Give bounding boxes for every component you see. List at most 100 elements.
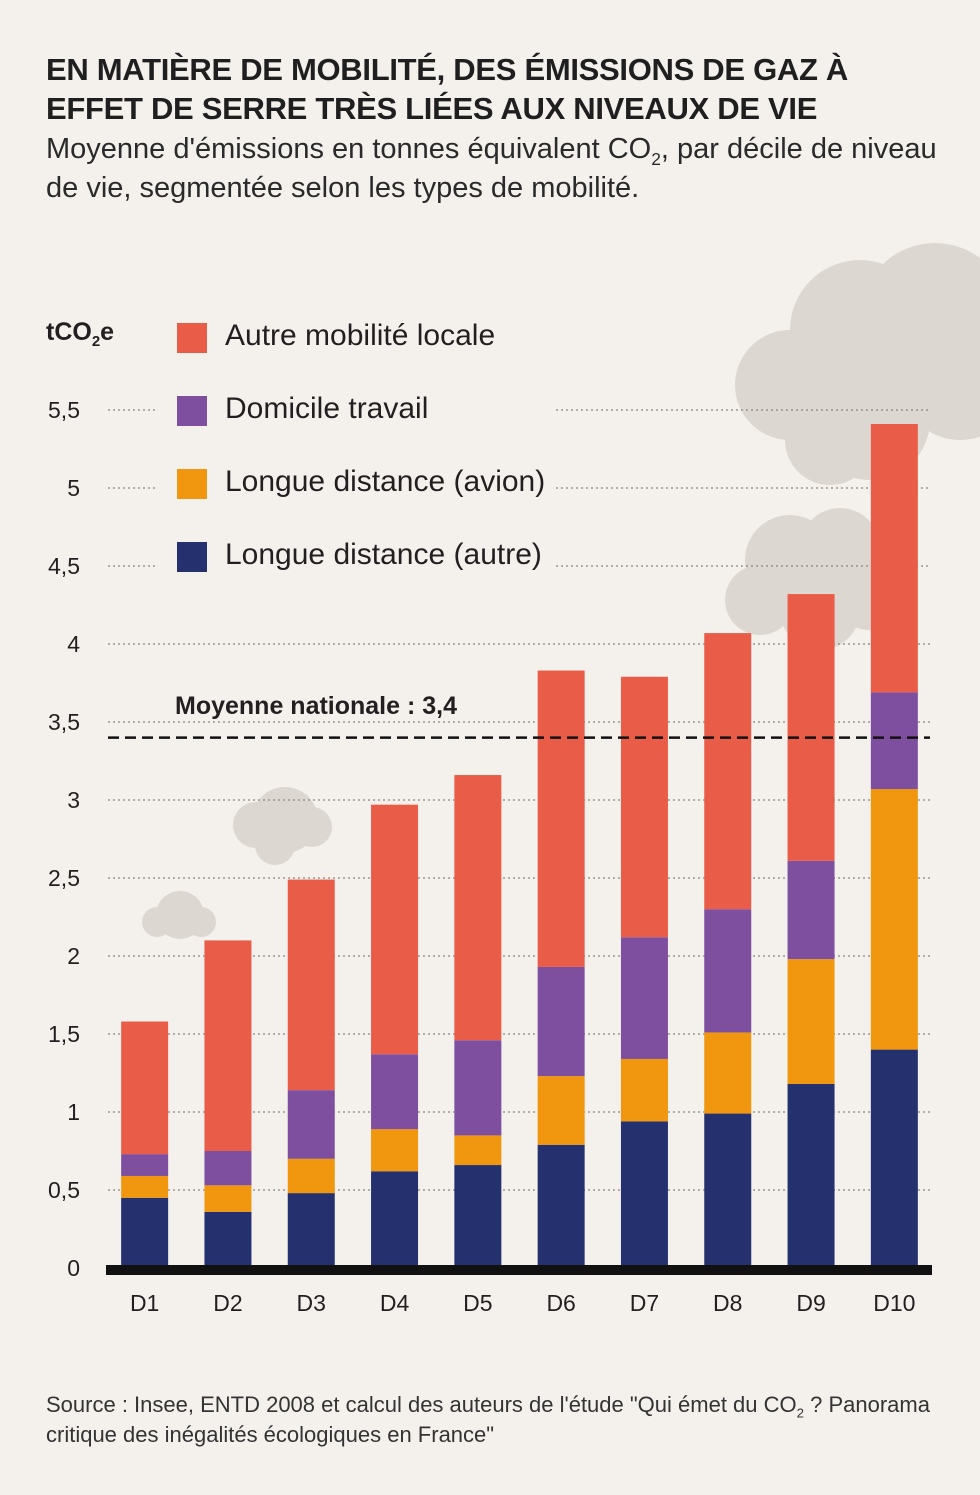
y-tick-label: 2,5 <box>48 865 80 891</box>
bar-segment <box>371 1171 419 1268</box>
bar-segment <box>121 1154 169 1176</box>
legend-label: Autre mobilité locale <box>225 319 496 352</box>
bar-segment <box>204 1151 252 1186</box>
x-tick-label: D9 <box>796 1290 825 1316</box>
chart-title: EN MATIÈRE DE MOBILITÉ, DES ÉMISSIONS DE… <box>46 52 849 126</box>
x-axis: D1 D2 D3 D4 D5 D6 D7 D8 D9 D10 <box>106 1265 932 1316</box>
cloud-puff <box>255 825 295 865</box>
bar-segment <box>204 940 252 1151</box>
unit-suffix: e <box>100 318 115 346</box>
bar-segment <box>620 1058 668 1122</box>
cloud-puff <box>186 907 216 937</box>
bar-segment <box>371 1129 419 1172</box>
mean-line-label: Moyenne nationale : 3,4 <box>175 692 458 720</box>
bar-segment <box>121 1197 169 1268</box>
cloud-puff <box>142 907 172 937</box>
legend-swatch <box>177 469 207 499</box>
legend-label: Longue distance (autre) <box>225 538 542 571</box>
bar-segment <box>204 1211 252 1268</box>
legend-swatch <box>177 323 207 353</box>
y-tick-label: 5,5 <box>48 397 80 423</box>
x-tick-label: D4 <box>380 1290 410 1316</box>
bar-segment <box>870 789 918 1050</box>
bar-segment <box>704 1032 752 1114</box>
source-subscript: 2 <box>796 1405 804 1421</box>
bar-segment <box>787 860 835 960</box>
legend-swatch <box>177 396 207 426</box>
bar-segment <box>371 1054 419 1130</box>
y-tick-label: 0 <box>67 1255 80 1281</box>
bar-segment <box>704 633 752 910</box>
bar-segment <box>287 879 335 1091</box>
bar-segment <box>537 1144 585 1268</box>
bar-segment <box>870 424 918 693</box>
bar-segment <box>704 909 752 1033</box>
y-tick-label: 2 <box>67 943 80 969</box>
bar-segment <box>371 804 419 1055</box>
subtitle-text-end: , par décile de niveau de vie, segmentée… <box>46 133 937 204</box>
bar-segment <box>620 937 668 1059</box>
bar-segment <box>620 676 668 938</box>
x-tick-label: D8 <box>713 1290 742 1316</box>
cloud-shape <box>233 787 332 865</box>
y-tick-label: 4 <box>67 631 80 657</box>
bars <box>121 424 918 1268</box>
x-tick-label: D1 <box>130 1290 159 1316</box>
bar-segment <box>704 1113 752 1268</box>
y-axis-ticks: 0 0,5 1 1,5 2 2,5 3 3,5 4 4,5 5 5,5 <box>48 397 80 1281</box>
source-text: Source : Insee, ENTD 2008 et calcul des … <box>46 1392 797 1417</box>
subtitle-text: Moyenne d'émissions en tonnes équivalent… <box>46 133 652 165</box>
source-text-end: ? Panorama critique des inégalités écolo… <box>46 1392 930 1447</box>
y-tick-label: 5 <box>67 475 80 501</box>
legend-swatch <box>177 542 207 572</box>
chart-subtitle: Moyenne d'émissions en tonnes équivalent… <box>46 130 946 208</box>
cloud-decorations <box>142 243 980 939</box>
bar-segment <box>121 1021 169 1155</box>
bar-segment <box>870 692 918 790</box>
y-tick-label: 4,5 <box>48 553 80 579</box>
y-axis-unit: tCO2e <box>46 318 115 350</box>
bar-segment <box>787 594 835 861</box>
cloud-shape <box>735 243 980 485</box>
y-tick-label: 3,5 <box>48 709 80 735</box>
bar-segment <box>287 1193 335 1268</box>
bar-segment <box>537 670 585 967</box>
unit-subscript: 2 <box>91 333 101 350</box>
x-tick-label: D5 <box>463 1290 492 1316</box>
bar-segment <box>204 1185 252 1212</box>
bar-segment <box>787 1083 835 1268</box>
bar-segment <box>454 1040 502 1136</box>
y-tick-label: 1,5 <box>48 1021 80 1047</box>
cloud-puff <box>725 565 795 635</box>
subtitle-subscript: 2 <box>651 148 661 169</box>
legend-label: Longue distance (avion) <box>225 465 546 498</box>
x-tick-label: D10 <box>873 1290 915 1316</box>
bar-segment <box>870 1049 918 1268</box>
cloud-shape <box>142 891 216 939</box>
x-tick-label: D3 <box>297 1290 326 1316</box>
bar-segment <box>454 775 502 1041</box>
y-tick-label: 0,5 <box>48 1177 80 1203</box>
x-tick-label: D6 <box>546 1290 575 1316</box>
cloud-puff <box>292 807 332 847</box>
bar-segment <box>620 1121 668 1268</box>
legend-label: Domicile travail <box>225 392 429 425</box>
x-tick-label: D2 <box>213 1290 242 1316</box>
bar-segment <box>287 1158 335 1194</box>
bar-segment <box>454 1135 502 1166</box>
y-tick-label: 1 <box>67 1099 80 1125</box>
bar-segment <box>454 1165 502 1268</box>
source-note: Source : Insee, ENTD 2008 et calcul des … <box>46 1390 946 1450</box>
y-tick-label: 3 <box>67 787 80 813</box>
x-axis-line <box>106 1265 932 1275</box>
x-tick-label: D7 <box>630 1290 659 1316</box>
bar-segment <box>537 966 585 1077</box>
bar-segment <box>121 1175 169 1198</box>
bar-segment <box>537 1076 585 1145</box>
cloud-puff <box>785 395 875 485</box>
unit-text: tCO <box>46 318 92 346</box>
cloud-shape <box>725 508 910 650</box>
bar-segment <box>787 959 835 1084</box>
bar-segment <box>287 1090 335 1159</box>
